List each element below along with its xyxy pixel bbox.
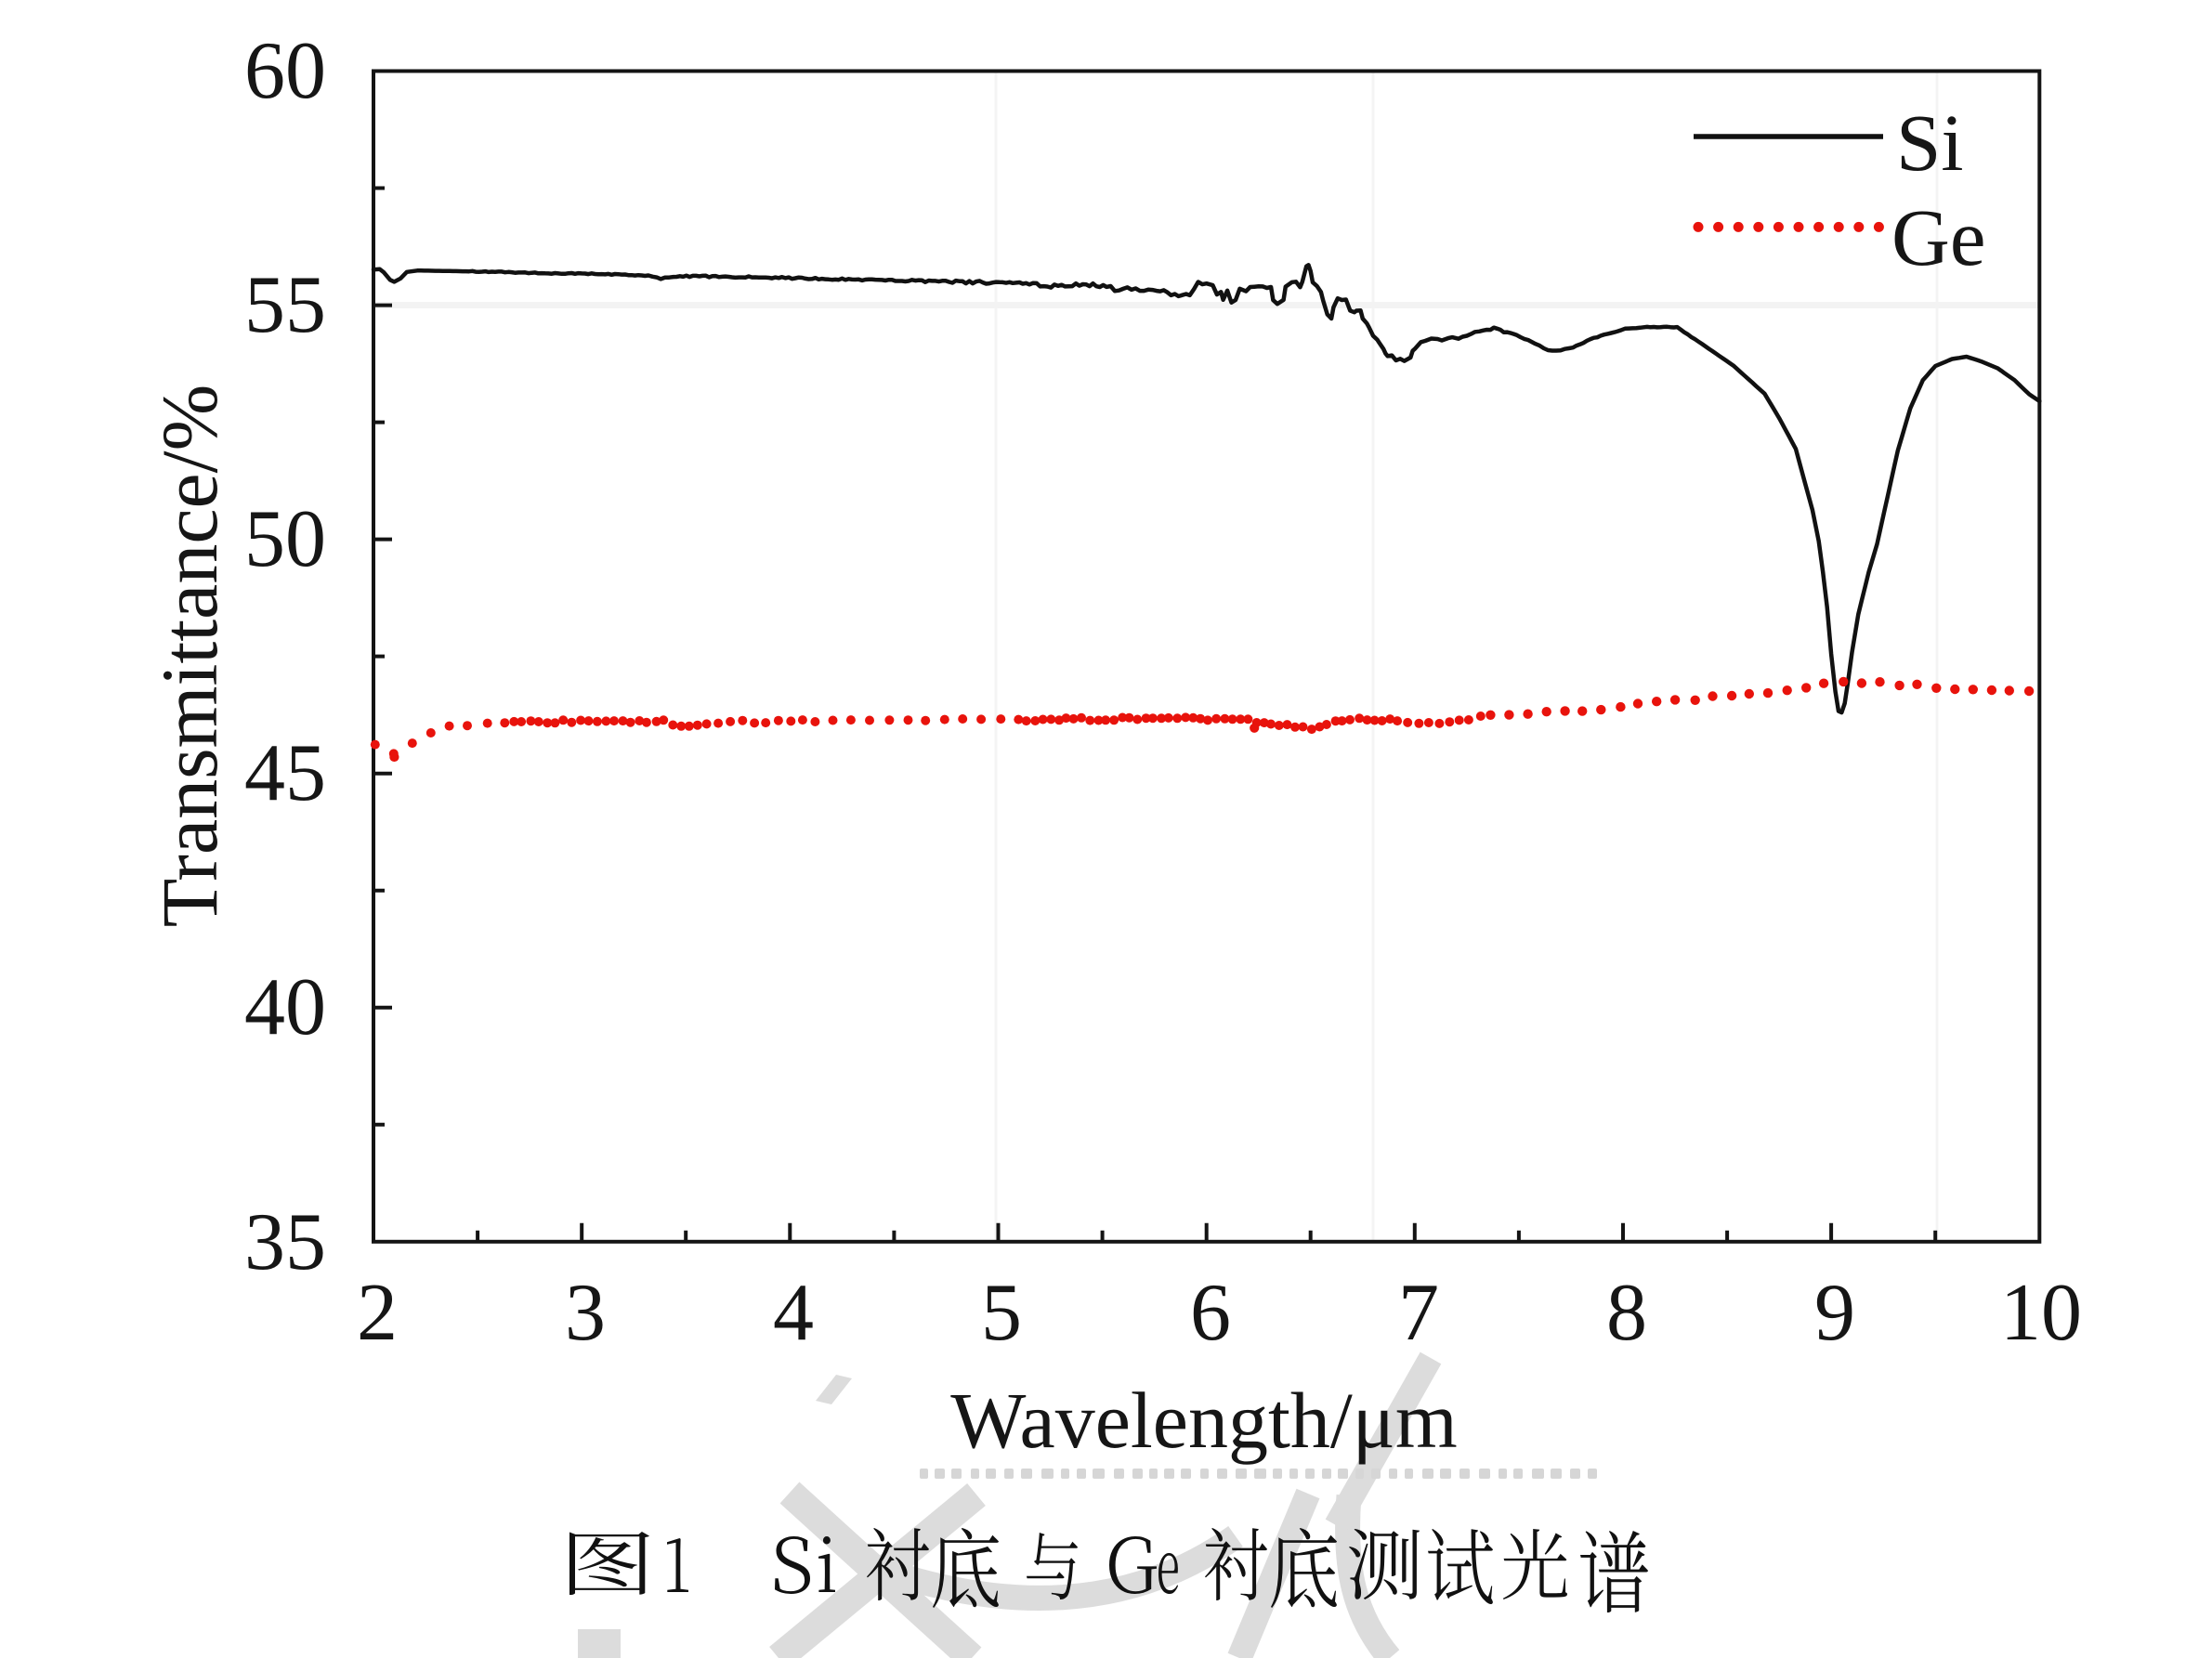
svg-text:10: 10 bbox=[2000, 1268, 2082, 1358]
svg-text:6: 6 bbox=[1190, 1268, 1231, 1358]
svg-text:8: 8 bbox=[1606, 1268, 1647, 1358]
svg-text:Si: Si bbox=[1896, 98, 1964, 188]
svg-text:50: 50 bbox=[244, 494, 326, 584]
svg-text:7: 7 bbox=[1398, 1268, 1439, 1358]
svg-text:9: 9 bbox=[1814, 1268, 1855, 1358]
svg-text:5: 5 bbox=[981, 1268, 1022, 1358]
svg-text:4: 4 bbox=[773, 1268, 814, 1358]
svg-text:Ge: Ge bbox=[1891, 192, 1985, 282]
svg-text:3: 3 bbox=[565, 1268, 606, 1358]
svg-text:45: 45 bbox=[244, 728, 326, 818]
svg-text:35: 35 bbox=[244, 1197, 326, 1287]
svg-text:Transmittance/%: Transmittance/% bbox=[145, 385, 234, 927]
svg-text:2: 2 bbox=[357, 1268, 398, 1358]
svg-text:55: 55 bbox=[244, 260, 326, 350]
svg-text:40: 40 bbox=[244, 962, 326, 1052]
svg-text:60: 60 bbox=[244, 26, 326, 116]
svg-text:Wavelength/μm: Wavelength/μm bbox=[950, 1376, 1457, 1465]
